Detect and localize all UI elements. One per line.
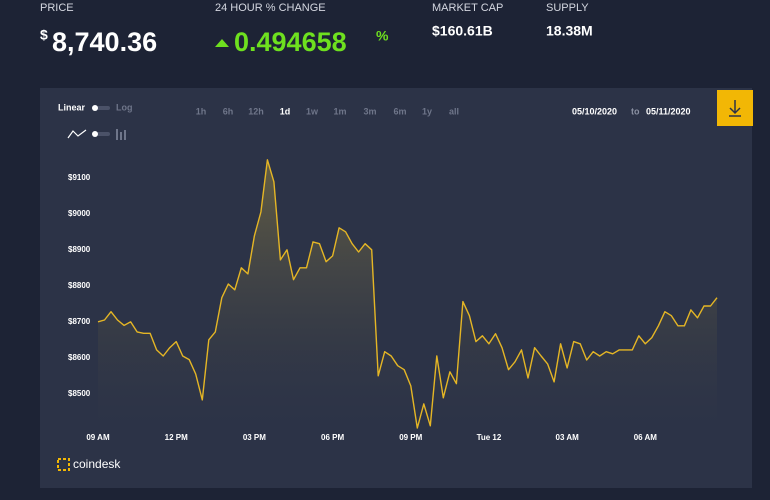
toggle-knob [92,131,98,137]
area [98,159,717,429]
brand: coindesk [57,457,121,471]
price-currency: $ [40,27,48,43]
range-button[interactable]: 1h [196,106,207,116]
toolbar: Linear Log 05/10/2020 to 05/11/2020 [58,90,753,140]
date-to[interactable]: 05/11/2020 [646,106,691,116]
market-cap: $160.61B [432,23,493,39]
y-tick-label: $8900 [68,245,91,254]
supply: 18.38M [546,23,593,39]
change-unit: % [376,28,389,44]
x-tick-label: 12 PM [165,433,188,442]
download-icon [729,100,741,117]
range-button[interactable]: 1d [280,106,291,116]
range-button[interactable]: 1m [333,106,346,116]
range-button[interactable]: 6m [393,106,406,116]
range-button[interactable]: 12h [248,106,264,116]
x-tick-label: 03 PM [243,433,266,442]
x-tick-label: 09 PM [399,433,422,442]
range-button[interactable]: 1w [306,106,319,116]
x-tick-label: 06 AM [634,433,658,442]
scale-option[interactable]: Log [116,102,133,112]
change: 0.494658 [234,27,347,57]
brand-name: coindesk [73,457,121,471]
price-line [97,159,718,429]
market-cap-label: MARKET CAP [432,2,503,14]
brand-logo [57,458,70,471]
supply-label: SUPPLY [546,2,589,14]
candle-icon[interactable] [116,129,126,140]
up-arrow [215,39,229,47]
toggle-knob [92,105,98,111]
x-tick-label: 09 AM [86,433,110,442]
y-tick-label: $9100 [68,173,91,182]
change-label: 24 HOUR % CHANGE [215,2,326,14]
y-tick-label: $9000 [68,209,91,218]
y-tick-label: $8500 [68,389,91,398]
scale-option[interactable]: Linear [58,102,86,112]
y-tick-label: $8600 [68,353,91,362]
x-tick-label: Tue 12 [477,433,502,442]
y-tick-label: $8800 [68,281,91,290]
range-button[interactable]: 1y [422,106,432,116]
x-tick-label: 03 AM [556,433,580,442]
date-from[interactable]: 05/10/2020 [572,106,617,116]
price-label: PRICE [40,2,74,14]
line-icon[interactable] [67,129,87,139]
date-separator: to [631,106,640,116]
x-tick-label: 06 PM [321,433,344,442]
y-tick-label: $8700 [68,317,91,326]
range-button[interactable]: all [449,106,459,116]
range-button[interactable]: 3m [363,106,376,116]
price: 8,740.36 [52,27,157,57]
range-button[interactable]: 6h [223,106,234,116]
